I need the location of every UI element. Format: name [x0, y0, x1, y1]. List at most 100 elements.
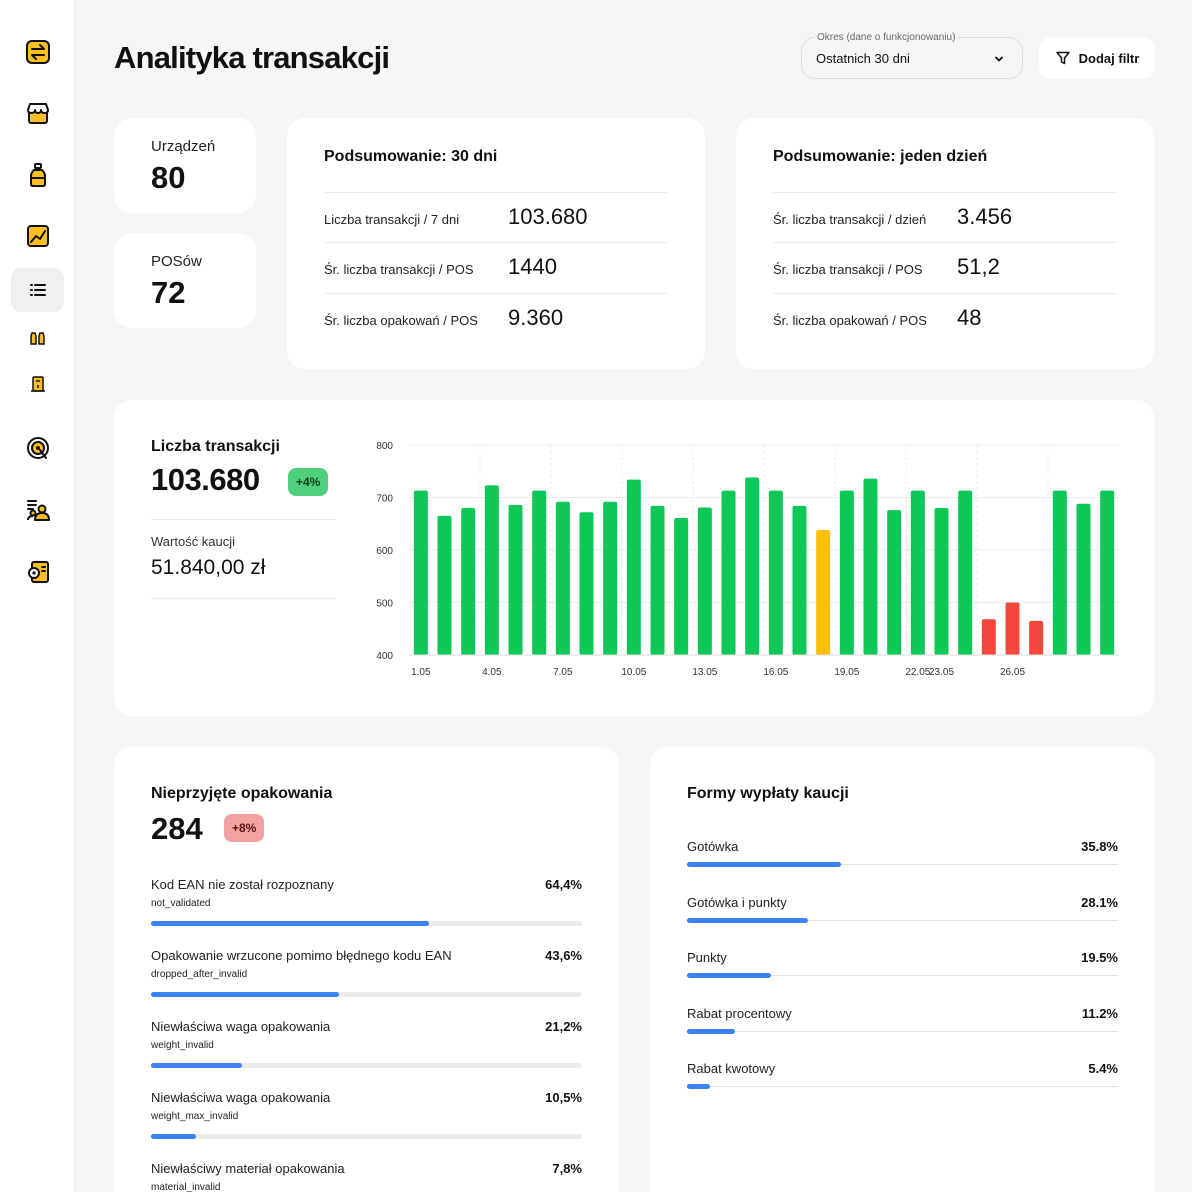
payout-item: Rabat procentowy 11.2%: [687, 1006, 1118, 1062]
period-select[interactable]: Okres (dane o funkcjonowaniu) Ostatnich …: [801, 32, 1023, 79]
summary-30-days-title: Podsumowanie: 30 dni: [324, 148, 498, 165]
period-select-value: Ostatnich 30 dni: [816, 51, 910, 66]
pos-card: POSów 72: [114, 233, 256, 328]
transactions-bar-chart: 400 500 600 700 800 1.05 4.05 7.05 10.05 13.05 16.…: [376, 441, 1119, 678]
rejected-item-progress: [151, 992, 582, 997]
payout-item-name: Punkty: [687, 950, 727, 965]
rejected-item-progress: [151, 1134, 582, 1139]
x-tick-label: 23.05: [929, 667, 954, 678]
payout-item-percent: 19.5%: [1081, 950, 1118, 965]
chart-bar: [437, 515, 452, 655]
rejected-item-name: Kod EAN nie został rozpoznany: [151, 877, 334, 892]
rejected-item-progress: [151, 1063, 582, 1068]
nav-item-users-list[interactable]: [11, 488, 64, 532]
nav-item-analytics[interactable]: [11, 214, 64, 258]
summary-label: Śr. liczba transakcji / dzień: [773, 212, 927, 227]
rejected-item-percent: 43,6%: [545, 948, 582, 963]
summary-30-days-card: Podsumowanie: 30 dni Liczba transakcji /…: [287, 118, 705, 369]
x-tick-label: 19.05: [834, 667, 859, 678]
summary-value: 48: [957, 305, 982, 330]
rejected-item-name: Niewłaściwa waga opakowania: [151, 1019, 331, 1034]
payout-title: Formy wypłaty kaucji: [687, 785, 849, 802]
chart-bar: [532, 490, 547, 655]
payout-item-progress-fill: [687, 1084, 711, 1089]
chart-bar: [1052, 490, 1067, 655]
list-icon: [29, 284, 46, 296]
x-tick-label: 13.05: [692, 667, 717, 678]
payout-item-name: Rabat procentowy: [687, 1005, 792, 1021]
machine-icon: [30, 376, 45, 392]
x-tick-label: 1.05: [411, 667, 431, 678]
summary-value: 1440: [508, 254, 557, 279]
rejected-item-percent: 10,5%: [545, 1090, 582, 1105]
payout-item-percent: 35.8%: [1081, 839, 1118, 854]
rejected-total: 284: [151, 811, 203, 846]
summary-one-day-title: Podsumowanie: jeden dzień: [773, 148, 988, 165]
chart-bar: [792, 505, 807, 655]
payout-item-progress: [687, 1028, 1118, 1034]
rejected-item: Niewłaściwa waga opakowania weight_max_in…: [151, 1090, 582, 1161]
chart-bar: [484, 485, 499, 655]
bottles-icon: [29, 332, 45, 345]
chart-bar: [650, 505, 665, 655]
rejected-item-progress-fill: [151, 921, 429, 926]
settings-icon: [27, 561, 49, 583]
chart-bar: [981, 619, 996, 655]
chart-bar: [413, 490, 428, 655]
summary-row: Śr. liczba opakowań / POS 9.360: [324, 293, 668, 343]
payout-item-progress: [687, 973, 1118, 978]
rejected-item-code: not_validated: [151, 898, 211, 909]
period-select-label: Okres (dane o funkcjonowaniu): [814, 32, 959, 43]
chart-bar: [958, 490, 973, 655]
nav-item-bottle[interactable]: [11, 153, 64, 197]
rejected-title: Nieprzyjęte opakowania: [151, 785, 333, 802]
rejected-item-name: Opakowanie wrzucone pomimo błędnego kodu…: [151, 948, 452, 963]
summary-row: Liczba transakcji / 7 dni 103.680: [324, 192, 668, 242]
payout-item-percent: 11.2%: [1081, 1005, 1118, 1021]
summary-label: Śr. liczba opakowań / POS: [773, 313, 927, 328]
devices-label: Urządzeń: [151, 138, 216, 155]
nav-item-store[interactable]: [11, 91, 64, 135]
nav-item-exchange[interactable]: [11, 30, 64, 74]
chart-bar: [934, 508, 949, 655]
chart-bar: [626, 479, 641, 655]
rejected-item-progress-fill: [151, 992, 339, 997]
deposit-label: Wartość kaucji: [151, 534, 236, 549]
summary-row: Śr. liczba transakcji / dzień 3.456: [773, 192, 1117, 242]
pos-value: 72: [151, 275, 186, 310]
nav-item-target[interactable]: [11, 426, 64, 470]
rejected-item-percent: 21,2%: [545, 1019, 582, 1034]
transactions-title: Liczba transakcji: [151, 438, 280, 455]
summary-row: Śr. liczba opakowań / POS 48: [773, 293, 1117, 343]
payout-item-name: Gotówka: [687, 839, 739, 854]
payout-forms-card: Formy wypłaty kaucji Gotówka 35.8% Gotówka…: [650, 747, 1155, 1192]
devices-value: 80: [151, 160, 186, 195]
rejected-item-name: Niewłaściwy materiał opakowania: [151, 1161, 345, 1176]
deposit-value: 51.840,00 zł: [151, 556, 266, 579]
summary-row: Śr. liczba transakcji / POS 51,2: [773, 242, 1117, 292]
summary-label: Śr. liczba opakowań / POS: [324, 313, 478, 328]
payout-item-progress: [687, 1084, 1118, 1089]
chart-bar: [816, 530, 831, 655]
analytics-icon: [26, 225, 49, 247]
nav-item-bottles[interactable]: [11, 316, 64, 360]
x-tick-label: 10.05: [621, 667, 646, 678]
add-filter-button[interactable]: Dodaj filtr: [1039, 37, 1155, 79]
nav-item-machine[interactable]: [11, 362, 64, 406]
nav-item-list[interactable]: [11, 268, 64, 312]
pos-label: POSów: [151, 253, 202, 270]
rejected-item: Niewłaściwy materiał opakowania material_…: [151, 1161, 582, 1192]
rejected-item-percent: 64,4%: [545, 877, 582, 892]
chart-bar: [863, 478, 878, 655]
payout-item-name: Gotówka i punkty: [687, 894, 787, 910]
x-tick-label: 16.05: [763, 667, 788, 678]
summary-value: 103.680: [508, 204, 588, 229]
chart-bar: [745, 477, 760, 655]
payout-item-percent: 5.4%: [1088, 1061, 1118, 1076]
rejected-item-progress: [151, 921, 582, 926]
y-tick-label: 400: [376, 651, 393, 662]
rejected-packages-card: Nieprzyjęte opakowania 284 +8% Kod EAN n…: [114, 747, 619, 1192]
transactions-card: Liczba transakcji 103.680 +4% Wartość ka…: [114, 400, 1154, 716]
nav-item-settings[interactable]: [11, 550, 64, 594]
summary-label: Liczba transakcji / 7 dni: [324, 212, 460, 227]
